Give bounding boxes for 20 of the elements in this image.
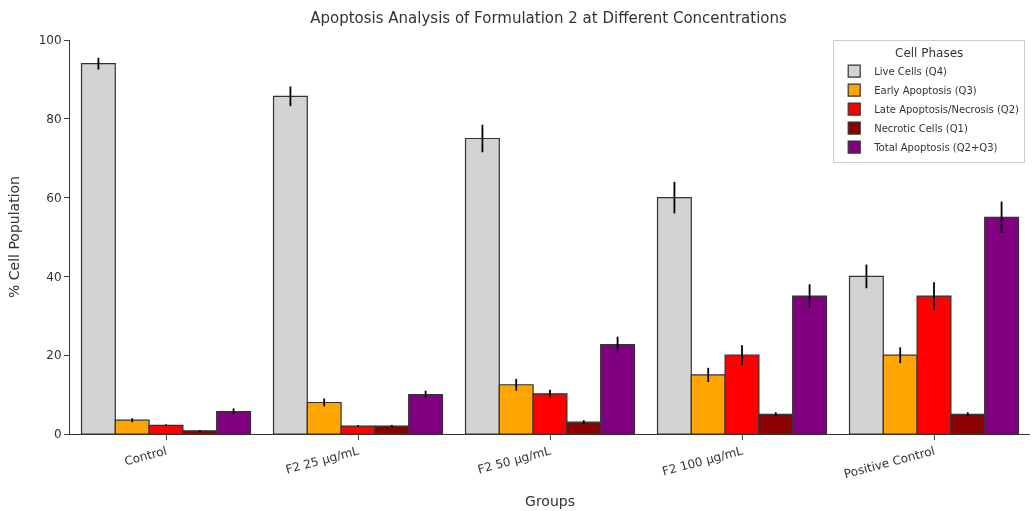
x-tick-label: F2 100 µg/mL [660, 443, 745, 479]
x-tick-label: F2 25 µg/mL [284, 443, 361, 477]
x-tick-label: Positive Control [842, 443, 937, 482]
x-tick-label: Control [122, 443, 169, 469]
legend-label: Early Apoptosis (Q3) [874, 85, 977, 96]
x-axis-title: Groups [525, 492, 575, 509]
y-tick-label: 0 [53, 427, 62, 442]
legend-label: Necrotic Cells (Q1) [874, 123, 968, 134]
legend-label: Total Apoptosis (Q2+Q3) [873, 142, 998, 153]
y-axis-title: % Cell Population [6, 176, 23, 298]
x-tick-label: F2 50 µg/mL [476, 443, 553, 477]
y-tick-label: 100 [38, 33, 62, 48]
legend-label: Live Cells (Q4) [874, 66, 948, 77]
legend-label: Late Apoptosis/Necrosis (Q2) [874, 104, 1020, 115]
y-tick-label: 60 [46, 190, 62, 205]
y-tick-label: 80 [46, 112, 62, 126]
y-tick-label: 40 [46, 269, 62, 284]
chart-title: Apoptosis Analysis of Formulation 2 at Different Concentrations [310, 9, 788, 28]
y-tick-label: 20 [46, 348, 62, 363]
legend-title: Cell Phases [895, 45, 964, 60]
